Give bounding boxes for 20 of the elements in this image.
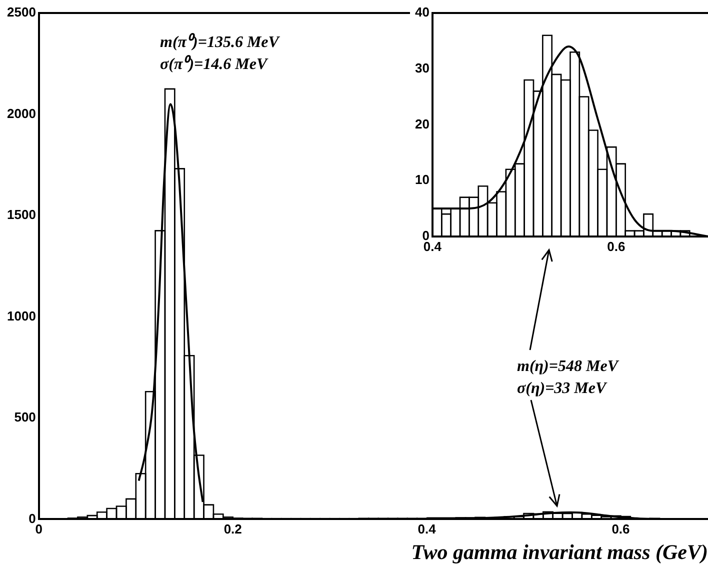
x-tick-label: 0.2 — [224, 522, 242, 537]
y-tick-label: 40 — [414, 4, 430, 20]
y-tick-label: 1000 — [7, 308, 36, 324]
x-axis-title: Two gamma invariant mass (GeV) — [411, 540, 708, 564]
y-tick-label: 500 — [14, 410, 36, 425]
y-tick-label: 2500 — [7, 4, 36, 20]
y-tick-label: 0 — [422, 228, 430, 243]
annotation: m(π⁰)=135.6 MeV — [160, 32, 279, 52]
y-tick-label: 2000 — [7, 106, 36, 121]
y-tick-label: 20 — [414, 116, 430, 132]
x-tick-label: 0.6 — [607, 238, 626, 254]
x-tick-label: 0.4 — [418, 522, 437, 537]
annotation: σ(η)=33 MeV — [517, 380, 606, 398]
x-tick-label: 0.6 — [612, 522, 630, 537]
y-tick-label: 0 — [28, 510, 36, 526]
y-tick-label: 10 — [414, 172, 430, 188]
y-tick-label: 30 — [414, 60, 430, 76]
annotation: m(η)=548 MeV — [517, 358, 618, 376]
annotation: σ(π⁰)=14.6 MeV — [160, 54, 268, 74]
y-tick-label: 1500 — [7, 207, 36, 222]
